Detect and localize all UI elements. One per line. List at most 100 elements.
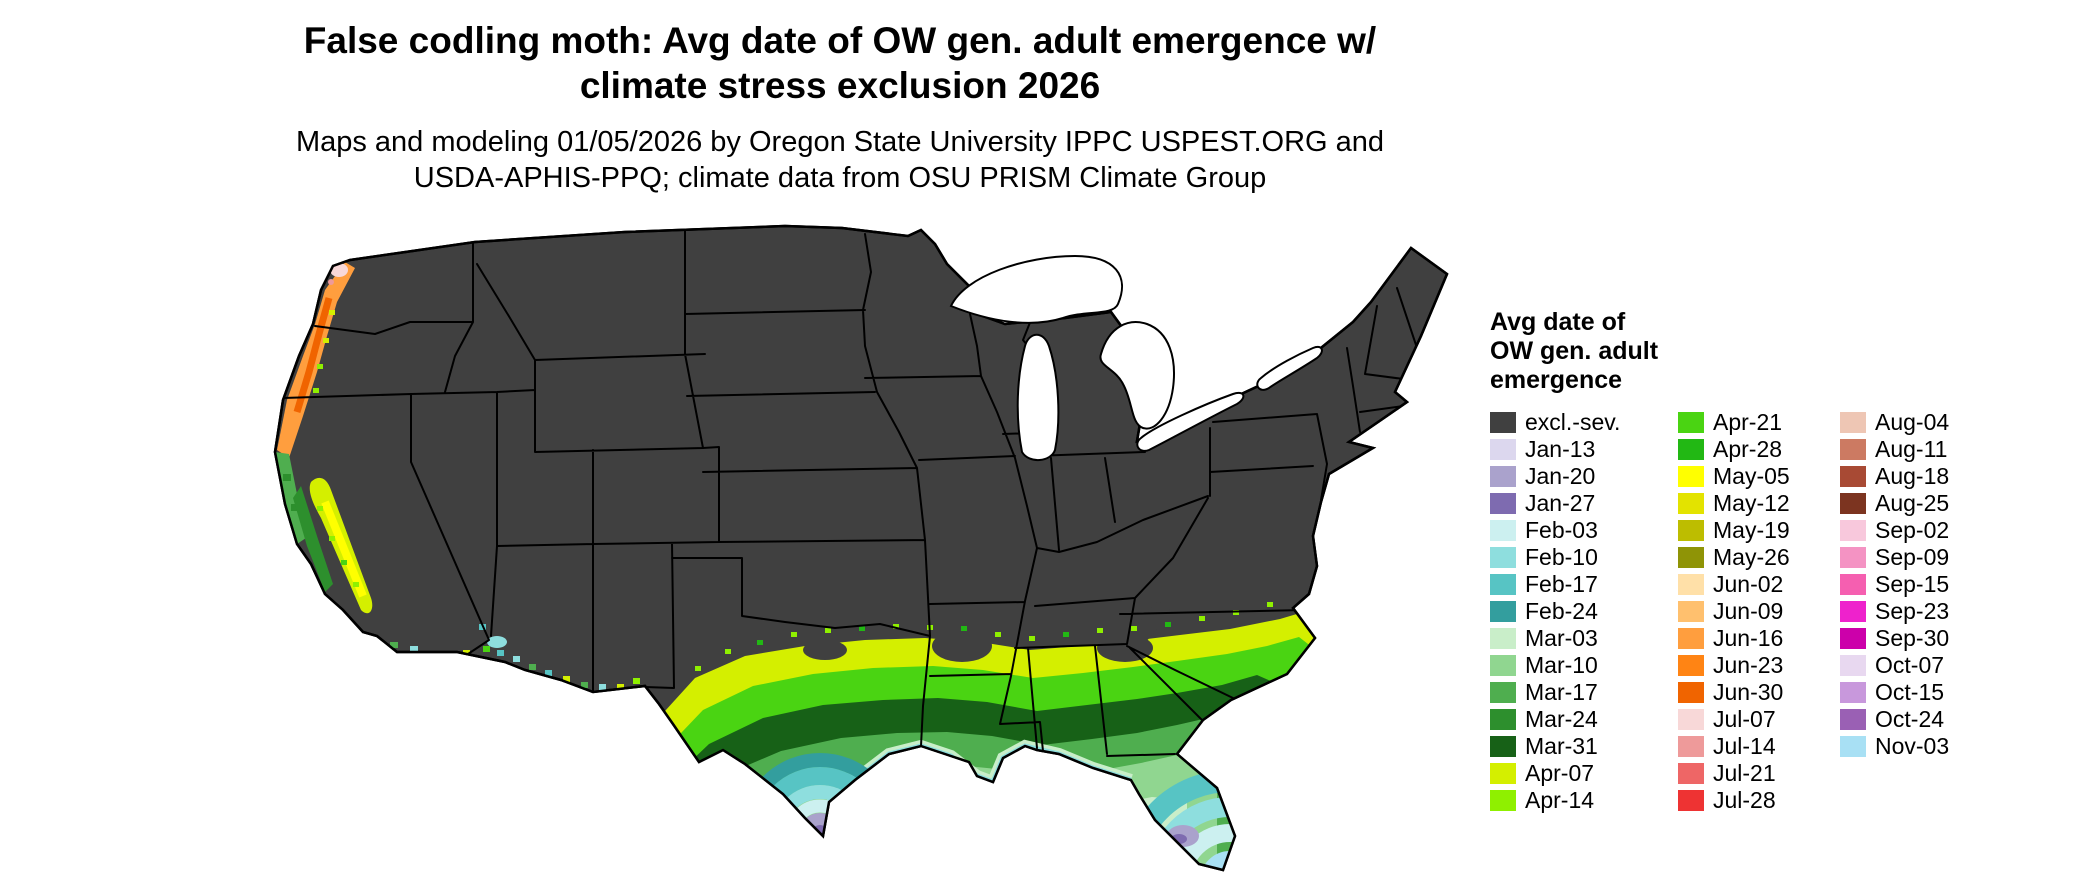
legend-label: Jul-28	[1713, 787, 1776, 813]
lake-huron	[1099, 321, 1175, 430]
legend-swatch	[1840, 493, 1866, 514]
legend-swatch	[1840, 655, 1866, 676]
legend-label: Sep-02	[1875, 517, 1950, 543]
legend-entry: Jun-23	[1678, 652, 1840, 679]
legend-swatch	[1678, 682, 1704, 703]
legend-swatch	[1490, 547, 1516, 568]
legend-swatch	[1678, 466, 1704, 487]
legend-label: Sep-09	[1875, 544, 1950, 570]
page-title-line2: climate stress exclusion 2026	[579, 65, 1101, 106]
legend-title-line2: OW gen. adult	[1490, 337, 1659, 365]
legend-swatch	[1840, 412, 1866, 433]
legend-label: Sep-30	[1875, 625, 1950, 651]
legend-entry: Mar-03	[1490, 625, 1678, 652]
legend-column: Apr-21 Apr-28 May-05 May-12 May-19 May-26 Jun-…	[1678, 409, 1840, 814]
legend-entry: Jun-30	[1678, 679, 1840, 706]
legend-label: Jul-07	[1713, 706, 1776, 732]
legend-entry: May-26	[1678, 544, 1840, 571]
band-edge-speckles	[695, 602, 1273, 671]
legend-entry: Jan-27	[1490, 490, 1678, 517]
legend-swatch	[1678, 547, 1704, 568]
legend-entry: May-19	[1678, 517, 1840, 544]
lake-erie	[1136, 392, 1245, 452]
legend-swatch	[1840, 520, 1866, 541]
subtitle-line2: USDA-APHIS-PPQ; climate data from OSU PR…	[413, 162, 1267, 194]
legend-entry: May-12	[1678, 490, 1840, 517]
legend-entry: Apr-21	[1678, 409, 1840, 436]
legend-label: Mar-03	[1525, 625, 1598, 651]
legend-label: May-12	[1713, 490, 1790, 516]
legend-swatch	[1840, 628, 1866, 649]
legend-swatch	[1490, 682, 1516, 703]
legend-swatch	[1840, 709, 1866, 730]
legend-label: Sep-23	[1875, 598, 1950, 624]
legend-label: Sep-15	[1875, 571, 1950, 597]
title-block: False codling moth: Avg date of OW gen. …	[0, 18, 1680, 196]
legend-label: Jan-20	[1525, 463, 1596, 489]
legend-entry: Jun-09	[1678, 598, 1840, 625]
lake-ontario	[1256, 346, 1323, 391]
lake-superior	[949, 254, 1123, 324]
legend-entry: Feb-03	[1490, 517, 1678, 544]
legend-entry: Feb-10	[1490, 544, 1678, 571]
legend-swatch	[1678, 601, 1704, 622]
legend-swatch	[1490, 493, 1516, 514]
lake-michigan	[1016, 333, 1060, 461]
legend-label: Jul-14	[1713, 733, 1776, 759]
legend-entry: Aug-04	[1840, 409, 2010, 436]
legend-swatch	[1678, 439, 1704, 460]
page-title-line1: False codling moth: Avg date of OW gen. …	[303, 20, 1377, 61]
legend-entry: Sep-23	[1840, 598, 2010, 625]
legend-label: Aug-04	[1875, 409, 1950, 435]
legend-label: Jun-02	[1713, 571, 1784, 597]
band-mar03	[703, 797, 1187, 870]
subtitle-line1: Maps and modeling 01/05/2026 by Oregon S…	[295, 126, 1385, 158]
legend-swatch	[1490, 412, 1516, 433]
legend-label: Jun-30	[1713, 679, 1784, 705]
legend-entry: Jul-14	[1678, 733, 1840, 760]
legend-entry: Aug-11	[1840, 436, 2010, 463]
legend-swatch	[1840, 574, 1866, 595]
legend-label: Mar-10	[1525, 652, 1598, 678]
legend-entry: Jun-02	[1678, 571, 1840, 598]
south-texas-gradient	[739, 753, 901, 870]
legend-label: Oct-24	[1875, 706, 1945, 732]
legend-label: Oct-15	[1875, 679, 1945, 705]
legend-label: Feb-10	[1525, 544, 1598, 570]
legend-label: Oct-07	[1875, 652, 1945, 678]
legend-entry: Apr-28	[1678, 436, 1840, 463]
legend-label: Aug-25	[1875, 490, 1950, 516]
legend-label: Jan-27	[1525, 490, 1596, 516]
legend-swatch	[1678, 655, 1704, 676]
legend-label: May-19	[1713, 517, 1790, 543]
legend-entry: excl.-sev.	[1490, 409, 1678, 436]
legend-entry: Mar-24	[1490, 706, 1678, 733]
legend-label: Jun-16	[1713, 625, 1784, 651]
legend-swatch	[1678, 736, 1704, 757]
legend-swatch	[1840, 736, 1866, 757]
legend-entry: Jul-07	[1678, 706, 1840, 733]
legend-swatch	[1490, 736, 1516, 757]
legend-swatch	[1490, 790, 1516, 811]
state-borders	[282, 229, 1418, 757]
legend-swatch	[1678, 412, 1704, 433]
band-mar10	[673, 755, 1217, 870]
legend-label: Apr-14	[1525, 787, 1595, 813]
legend-label: Feb-24	[1525, 598, 1598, 624]
legend-entry: Mar-10	[1490, 652, 1678, 679]
legend-entry: Aug-18	[1840, 463, 2010, 490]
legend-label: Mar-17	[1525, 679, 1598, 705]
legend-swatch	[1490, 601, 1516, 622]
great-lakes	[949, 254, 1323, 461]
legend-label: Apr-07	[1525, 760, 1595, 786]
legend-swatch	[1490, 574, 1516, 595]
legend-label: Jan-13	[1525, 436, 1596, 462]
legend-entry: Jun-16	[1678, 625, 1840, 652]
legend-entry: Mar-17	[1490, 679, 1678, 706]
legend-swatch	[1678, 520, 1704, 541]
legend-swatch	[1678, 763, 1704, 784]
legend-entry: Jan-13	[1490, 436, 1678, 463]
legend-title: Avg date of OW gen. adult emergence	[1490, 308, 2090, 395]
legend-label: Mar-31	[1525, 733, 1598, 759]
